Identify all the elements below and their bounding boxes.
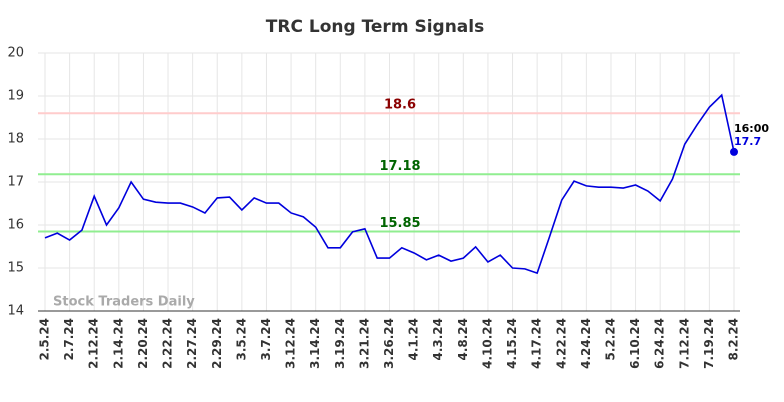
x-tick-label: 6.24.24 (653, 318, 667, 369)
x-tick-label: 2.14.24 (111, 318, 125, 369)
x-tick-label: 4.15.24 (505, 318, 519, 369)
price-line (44, 93, 735, 275)
x-tick-label: 4.22.24 (554, 318, 568, 369)
chart-title: TRC Long Term Signals (266, 17, 484, 37)
x-tick-label: 2.20.24 (136, 318, 150, 369)
x-tick-label: 4.10.24 (480, 318, 494, 369)
y-tick-label: 17 (7, 175, 24, 190)
x-tick-label: 3.21.24 (357, 318, 371, 369)
y-tick-label: 15 (7, 261, 24, 276)
y-tick-label: 19 (7, 89, 24, 104)
x-tick-label: 2.27.24 (185, 318, 199, 369)
y-tick-label: 14 (7, 304, 24, 319)
x-tick-label: 2.12.24 (87, 318, 101, 369)
x-tick-label: 7.19.24 (702, 318, 716, 369)
x-tick-label: 7.12.24 (677, 318, 691, 369)
x-tick-label: 3.12.24 (284, 318, 298, 369)
x-tick-label: 3.5.24 (234, 318, 248, 361)
signal-label: 18.6 (384, 98, 416, 113)
x-tick-label: 2.22.24 (161, 318, 175, 369)
x-tick-label: 3.7.24 (259, 318, 273, 361)
x-tick-label: 4.1.24 (407, 318, 421, 361)
x-tick-label: 3.26.24 (382, 318, 396, 369)
x-tick-label: 5.2.24 (603, 318, 617, 361)
x-tick-label: 4.24.24 (579, 318, 593, 369)
last-value: 17.7 (734, 135, 761, 148)
x-tick-label: 2.29.24 (210, 318, 224, 369)
x-tick-label: 3.14.24 (308, 318, 322, 369)
signal-label: 17.18 (379, 159, 420, 174)
y-tick-label: 20 (7, 46, 24, 61)
x-tick-label: 4.8.24 (456, 318, 470, 361)
x-tick-label: 8.2.24 (727, 318, 741, 361)
x-tick-label: 6.10.24 (628, 318, 642, 369)
x-tick-label: 2.5.24 (38, 318, 52, 361)
y-tick-label: 18 (7, 132, 24, 147)
x-tick-label: 4.17.24 (530, 318, 544, 369)
x-tick-label: 4.3.24 (431, 318, 445, 361)
x-tick-label: 3.19.24 (333, 318, 347, 369)
y-tick-label: 16 (7, 218, 24, 233)
last-point (730, 147, 738, 156)
watermark: Stock Traders Daily (53, 295, 195, 310)
x-tick-label: 2.7.24 (62, 318, 76, 361)
signal-label: 15.85 (379, 216, 420, 231)
last-time: 16:00 (734, 122, 769, 135)
